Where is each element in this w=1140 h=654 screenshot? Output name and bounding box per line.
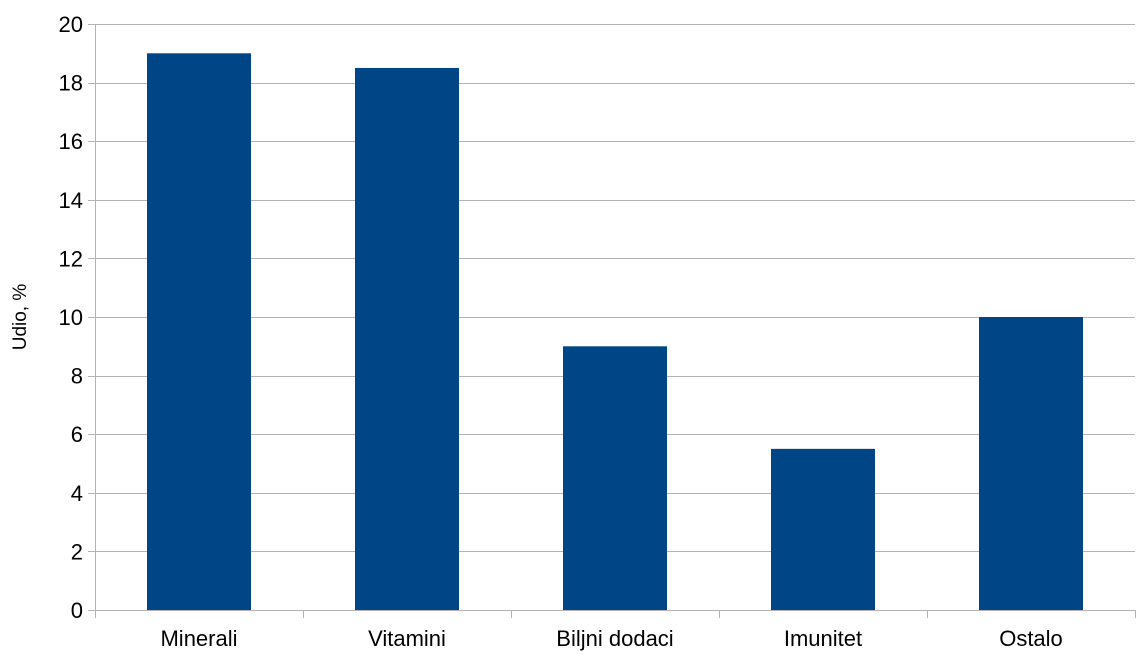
y-tick-label: 6	[71, 422, 83, 447]
y-tick-label: 14	[59, 188, 83, 213]
y-tick-label: 12	[59, 246, 83, 271]
x-tick-label: Imunitet	[784, 626, 862, 651]
y-tick-label: 0	[71, 598, 83, 623]
y-tick-label: 8	[71, 364, 83, 389]
x-tick-label: Biljni dodaci	[556, 626, 673, 651]
bar-vitamini	[355, 67, 459, 610]
y-axis-title: Udio, %	[10, 284, 31, 351]
bars	[147, 53, 1083, 611]
axes	[88, 24, 1136, 618]
x-tick-label: Ostalo	[999, 626, 1063, 651]
bar-minerali	[147, 53, 251, 611]
y-tick-label: 2	[71, 539, 83, 564]
y-tick-label: 16	[59, 129, 83, 154]
bar-ostalo	[979, 317, 1083, 610]
x-tick-label: Vitamini	[368, 626, 446, 651]
y-tick-label: 10	[59, 305, 83, 330]
bar-imunitet	[771, 448, 875, 610]
tick-labels: 0 2 4 6 8 10 12 14 16 18 20 Minerali Vitamini Biljni …	[59, 12, 1063, 651]
x-tick-label: Minerali	[160, 626, 237, 651]
bar-biljni-dodaci	[563, 346, 667, 610]
y-tick-label: 20	[59, 12, 83, 37]
gridlines	[95, 24, 1135, 552]
y-tick-label: 18	[59, 71, 83, 96]
y-tick-label: 4	[71, 481, 83, 506]
